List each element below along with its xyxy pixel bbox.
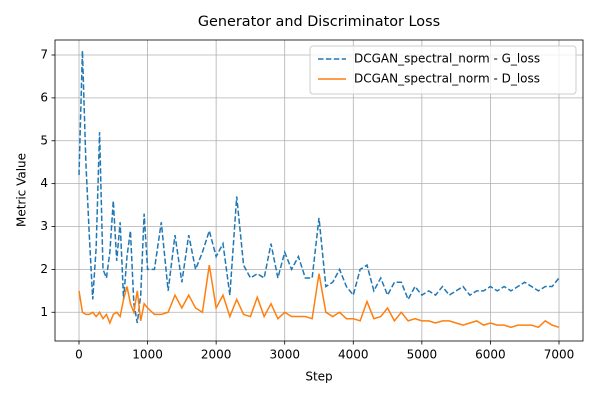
x-tick-label: 3000 [269, 348, 300, 362]
x-tick-label: 5000 [407, 348, 438, 362]
series-line [78, 50, 560, 324]
x-tick-label: 6000 [475, 348, 506, 362]
legend: DCGAN_spectral_norm - G_loss DCGAN_spectr… [309, 45, 577, 95]
y-axis-label: Metric Value [15, 153, 29, 227]
y-tick-label: 7 [40, 48, 48, 62]
y-tick-label: 1 [40, 305, 48, 319]
x-tick-label: 2000 [201, 348, 232, 362]
y-tick-label: 4 [40, 176, 48, 190]
legend-label: DCGAN_spectral_norm - D_loss [354, 72, 540, 86]
y-tick-label: 2 [40, 262, 48, 276]
x-axis-label: Step [305, 370, 332, 384]
x-tick-label: 4000 [338, 348, 369, 362]
y-tick-label: 3 [40, 219, 48, 233]
chart-title: Generator and Discriminator Loss [198, 14, 440, 30]
legend-label: DCGAN_spectral_norm - G_loss [354, 52, 540, 66]
series-line [78, 264, 560, 329]
y-tick-label: 6 [40, 90, 48, 104]
x-tick-label: 1000 [132, 348, 163, 362]
x-tick-label: 7000 [544, 348, 575, 362]
y-tick-label: 5 [40, 133, 48, 147]
plot-frame [54, 39, 584, 342]
legend-box [309, 45, 577, 95]
x-tick-label: 0 [75, 348, 83, 362]
